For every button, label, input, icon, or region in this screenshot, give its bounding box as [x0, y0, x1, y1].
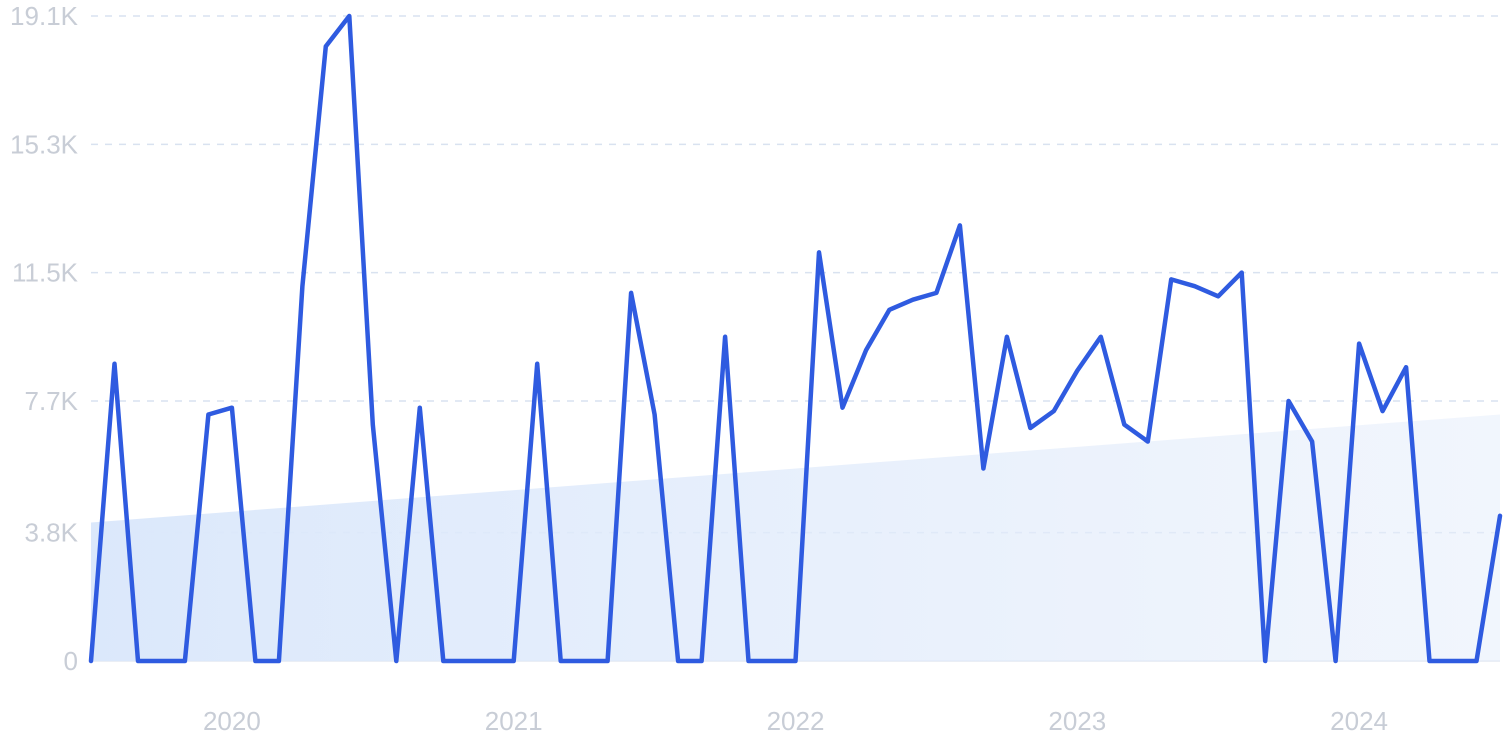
- y-tick-label: 15.3K: [10, 129, 79, 159]
- x-tick-label: 2022: [767, 706, 825, 736]
- x-tick-label: 2023: [1048, 706, 1106, 736]
- x-tick-label: 2020: [203, 706, 261, 736]
- trend-area: [91, 414, 1500, 661]
- y-tick-label: 3.8K: [25, 518, 79, 548]
- y-tick-label: 19.1K: [10, 1, 79, 31]
- x-tick-label: 2024: [1330, 706, 1388, 736]
- x-axis-labels: 2020 2021 2022 2023 2024: [203, 706, 1388, 736]
- y-tick-label: 0: [64, 646, 78, 676]
- series-line: [88, 13, 1503, 664]
- y-tick-label: 7.7K: [25, 386, 79, 416]
- y-axis-labels: 0 3.8K 7.7K 11.5K 15.3K 19.1K: [10, 1, 79, 676]
- series-line-layer: [88, 13, 1503, 664]
- x-tick-label: 2021: [485, 706, 543, 736]
- trend-fill-area: [91, 414, 1500, 661]
- y-tick-label: 11.5K: [12, 258, 79, 288]
